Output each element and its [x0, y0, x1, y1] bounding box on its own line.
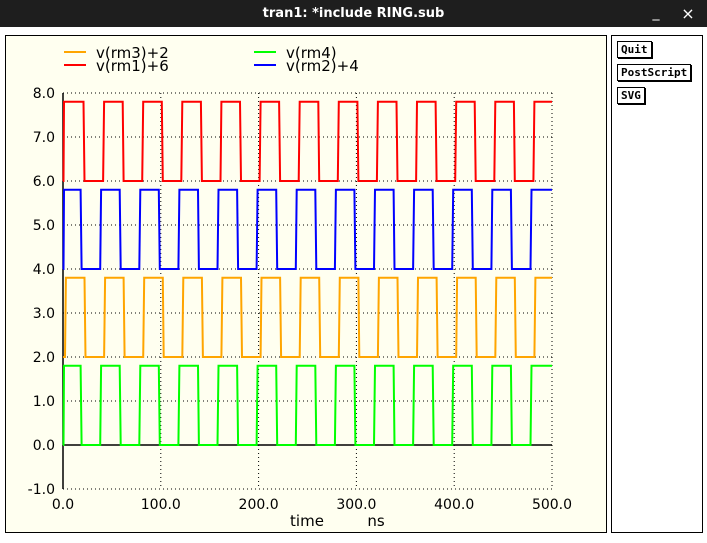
minimize-button[interactable]: _ [652, 5, 660, 21]
y-tick-label-3: 2.0 [33, 350, 55, 366]
close-button[interactable]: × [681, 4, 695, 23]
x-tick-label-3: 300.0 [336, 497, 376, 513]
series-line-v-rm3-2 [63, 276, 552, 358]
y-tick-label-5: 4.0 [33, 262, 55, 278]
x-axis-unit: ns [367, 512, 385, 530]
legend-label-v-rm4-: v(rm4) [286, 44, 337, 62]
side-panel: Quit PostScript SVG [611, 35, 703, 533]
postscript-button[interactable]: PostScript [617, 64, 692, 81]
legend-label-v-rm3-2: v(rm3)+2 [96, 44, 169, 62]
y-tick-label-4: 3.0 [33, 306, 55, 322]
waveform-chart: -1.00.01.02.03.04.05.06.07.08.00.0 100.0 2… [28, 44, 572, 530]
legend-label-v-rm2-4: v(rm2)+4 [286, 57, 359, 75]
y-tick-label-6: 5.0 [33, 218, 55, 234]
series-line-v-rm4- [62, 364, 552, 446]
y-tick-label-1: 0.0 [33, 438, 55, 454]
window-title: tran1: *include RING.sub [262, 6, 445, 21]
plot-area: -1.0 0.0 1.0 2.0 3.0 4.0 5.0 6.0 7.0 8.0 0.0 100.0 2… [5, 35, 607, 533]
y-tick-label-8: 7.0 [33, 130, 55, 146]
x-tick-label-5: 500.0 [532, 497, 572, 513]
window-content: -1.0 0.0 1.0 2.0 3.0 4.0 5.0 6.0 7.0 8.0 0.0 100.0 2… [1, 27, 706, 542]
svg-button[interactable]: SVG [617, 87, 645, 104]
x-axis-label: time [290, 512, 324, 530]
x-tick-label-2: 200.0 [239, 497, 279, 513]
y-tick-label-0: -1.0 [28, 482, 55, 498]
y-tick-label-7: 6.0 [33, 174, 55, 190]
x-tick-label-1: 100.0 [141, 497, 181, 513]
x-tick-label-0: 0.0 [52, 497, 74, 513]
series-line-v-rm1-6 [62, 100, 552, 182]
x-tick-label-4: 400.0 [434, 497, 474, 513]
title-bar[interactable]: tran1: *include RING.sub _ × [0, 0, 707, 27]
quit-button[interactable]: Quit [617, 41, 652, 58]
series-line-v-rm2-4 [62, 188, 552, 270]
y-tick-label-9: 8.0 [33, 86, 55, 102]
legend-label-v-rm1-6: v(rm1)+6 [96, 57, 169, 75]
y-tick-label-2: 1.0 [33, 394, 55, 410]
